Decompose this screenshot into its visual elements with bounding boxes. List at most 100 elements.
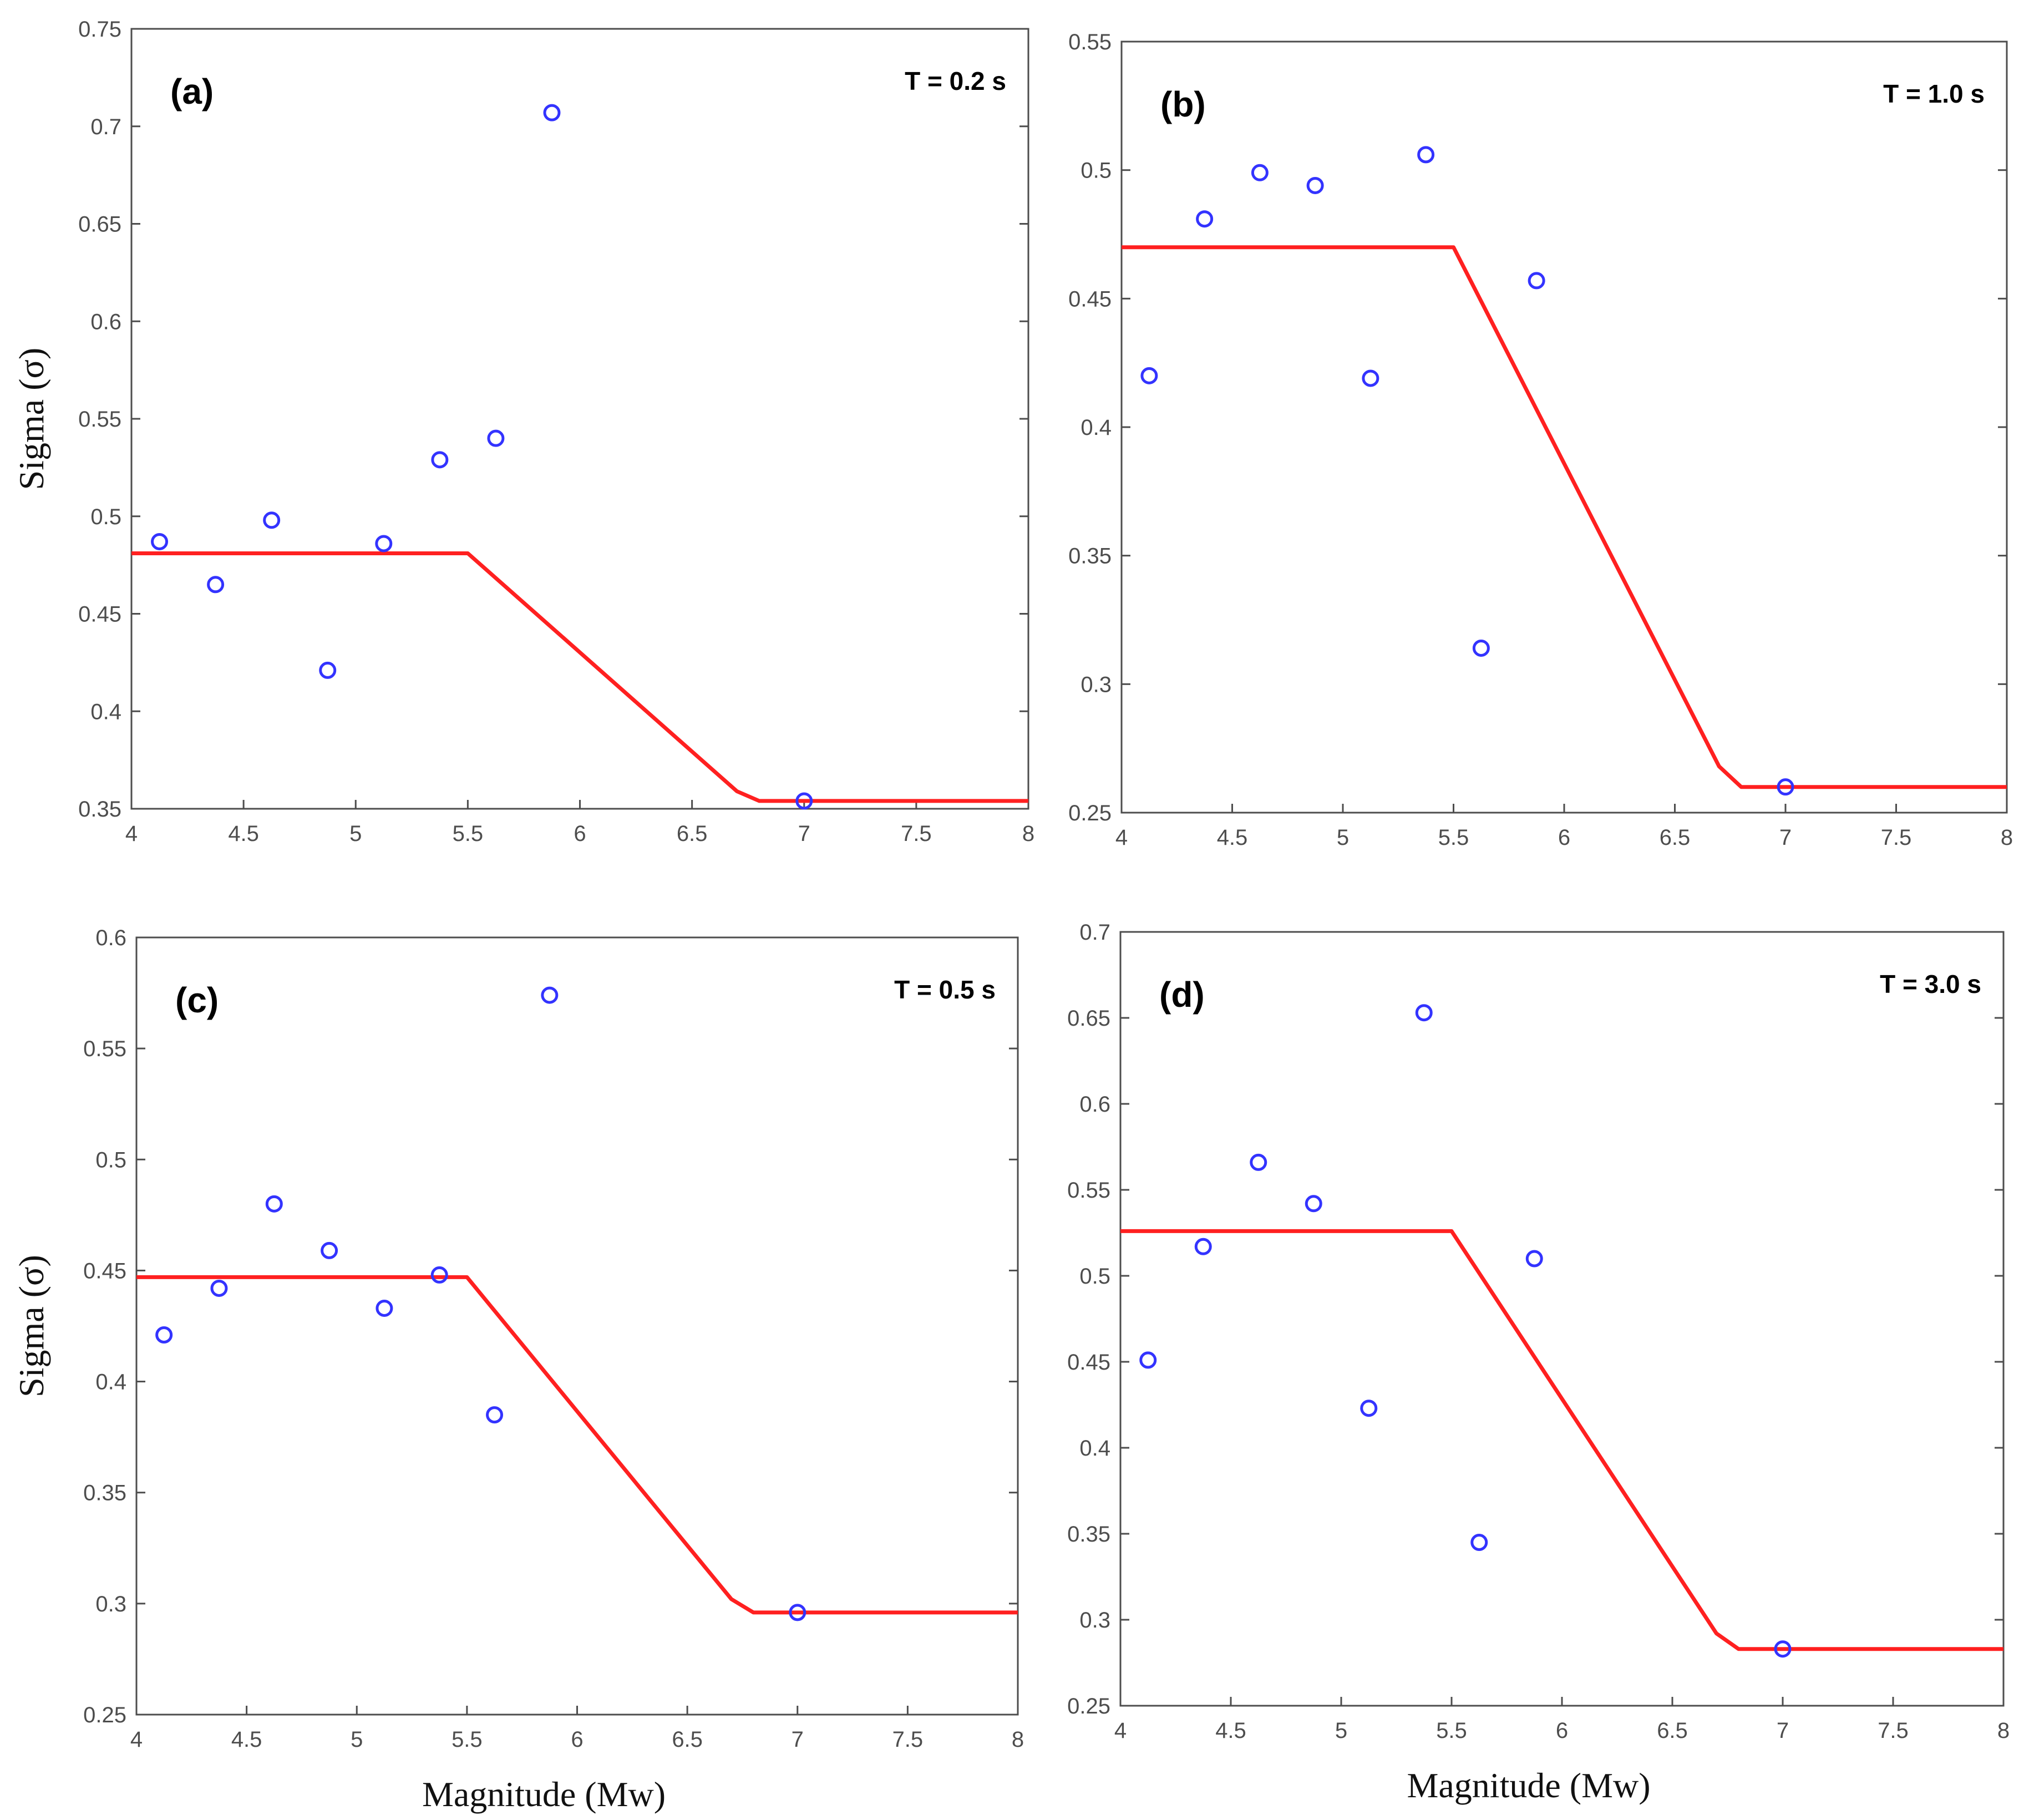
y-tick-label: 0.5 [1081,159,1112,183]
x-tick-label: 4.5 [1217,825,1248,850]
x-tick-label: 6.5 [1657,1718,1688,1743]
x-axis-label: Magnitude (Mw) [422,1775,666,1814]
y-tick-label: 0.25 [83,1703,126,1727]
data-point [1470,1534,1488,1551]
panel-c: 4 4.5 5 5.5 6 6.5 7 7.5 8 0.25 0.3 0.35 0.4 0.45 0.5 0.… [12,926,1024,1814]
model-line [1122,245,2007,789]
model-line [131,551,1028,803]
x-tick-label: 6 [1556,1718,1568,1743]
x-tick-label: 6.5 [1660,825,1691,850]
x-tick-label: 5.5 [1436,1718,1467,1743]
panel-b: 4 4.5 5 5.5 6 6.5 7 7.5 8 0.25 0.3 0.35 0.4 0.45 0.5 0.… [1068,30,2013,850]
y-tick-label: 0.3 [95,1592,126,1616]
y-axis-label: Sigma (σ) [12,1255,51,1397]
x-tick-label: 7 [1777,1718,1789,1743]
plot-frame [135,936,1019,1716]
y-tick-label: 0.7 [90,115,121,139]
y-tick-label: 0.4 [90,699,121,724]
x-axis-label: Magnitude (Mw) [1407,1766,1650,1805]
y-axis-label: Sigma (σ) [12,348,51,490]
data-point [1194,1238,1212,1255]
y-tick-label: 0.6 [1079,1092,1110,1117]
x-tick-label: 7 [798,822,810,846]
data-point [1250,1153,1267,1171]
x-tick-label: 7.5 [1881,825,1912,850]
y-tick-label: 0.65 [78,212,121,237]
data-point [210,1279,228,1297]
data-point [1362,369,1379,387]
y-tick-label: 0.4 [1081,415,1112,440]
data-point [543,104,561,121]
y-tick-label: 0.5 [90,505,121,529]
plot-frame [1120,40,2008,814]
data-point [541,986,559,1004]
y-tick-label: 0.35 [83,1481,126,1505]
data-point [1777,778,1794,796]
data-point [1305,1195,1322,1213]
y-tick-label: 0.5 [95,1148,126,1172]
period-label: T = 0.2 s [905,67,1006,95]
data-point [265,1195,283,1213]
data-point [155,1326,173,1344]
x-tick-label: 5 [1335,1718,1347,1743]
data-point [207,576,225,594]
data-point [1196,210,1214,228]
y-tick-label: 0.55 [78,407,121,432]
x-tick-label: 8 [1997,1718,2010,1743]
x-tick-label: 5.5 [1438,825,1469,850]
x-tick-label: 5 [1337,825,1349,850]
panel-label: (c) [175,980,219,1020]
x-tick-label: 4.5 [228,822,259,846]
data-point [430,1266,448,1284]
y-tick-label: 0.3 [1079,1608,1110,1633]
data-point [1251,164,1269,181]
x-tick-label: 8 [2001,825,2013,850]
data-point [319,661,337,679]
x-tick-label: 7.5 [892,1727,924,1752]
y-tick-label: 0.45 [83,1259,126,1283]
data-point [1472,639,1490,657]
y-tick-label: 0.35 [78,797,121,822]
x-tick-label: 6 [574,822,586,846]
y-tick-label: 0.25 [1067,1694,1110,1718]
y-tick-label: 0.3 [1081,672,1112,697]
period-label: T = 1.0 s [1883,79,1985,108]
data-point [1306,176,1324,194]
x-tick-label: 5.5 [452,1727,483,1752]
model-line [1120,1229,2003,1651]
x-tick-label: 7 [792,1727,804,1752]
y-tick-label: 0.65 [1067,1006,1110,1031]
data-point [1525,1250,1543,1268]
y-tick-label: 0.7 [1079,920,1110,945]
data-point [376,1299,393,1317]
data-point [375,535,393,552]
y-tick-label: 0.4 [95,1370,126,1395]
x-tick-label: 5.5 [453,822,484,846]
y-tick-label: 0.55 [83,1037,126,1061]
y-tick-label: 0.75 [78,17,121,42]
x-tick-label: 7.5 [1878,1718,1909,1743]
x-tick-label: 4 [1115,825,1128,850]
data-point [1415,1004,1433,1022]
data-point [431,451,449,469]
data-point [486,1406,504,1424]
panel-label: (b) [1160,84,1206,124]
y-tick-label: 0.35 [1067,1522,1110,1547]
x-tick-label: 7.5 [901,822,932,846]
x-tick-label: 5 [351,1727,363,1752]
x-tick-label: 4.5 [231,1727,262,1752]
x-tick-label: 4 [125,822,138,846]
panel-d: 4 4.5 5 5.5 6 6.5 7 7.5 8 0.25 0.3 0.35 0.4 0.45 0.5 0.… [1067,920,2010,1805]
y-tick-label: 0.6 [90,310,121,334]
period-label: T = 0.5 s [894,975,996,1004]
x-tick-label: 6 [1558,825,1570,850]
y-tick-label: 0.45 [1068,287,1112,311]
y-tick-label: 0.25 [1068,801,1112,825]
x-tick-label: 6 [571,1727,583,1752]
x-tick-label: 8 [1012,1727,1024,1752]
x-tick-label: 8 [1022,822,1034,846]
period-label: T = 3.0 s [1880,970,1981,998]
y-tick-label: 0.4 [1079,1436,1110,1461]
y-tick-label: 0.55 [1068,30,1112,54]
